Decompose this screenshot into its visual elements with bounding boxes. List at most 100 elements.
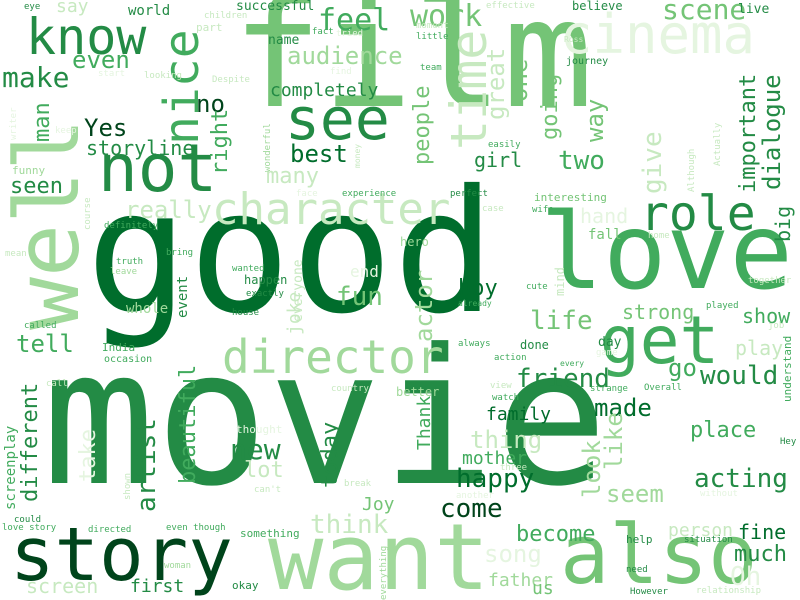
word-want: want	[268, 504, 490, 600]
word-strong: strong	[622, 300, 695, 324]
word-would: would	[700, 361, 779, 391]
word-father: father	[488, 570, 554, 591]
word-well: well	[0, 118, 99, 330]
word-perfect: perfect	[450, 189, 488, 199]
word-country: country	[331, 384, 369, 394]
word-actually: Actually	[713, 122, 723, 166]
word-yes: Yes	[84, 114, 128, 142]
word-live: live	[738, 2, 770, 17]
word-even: even	[72, 46, 130, 74]
word-start: start	[98, 69, 126, 79]
word-scene: scene	[662, 0, 747, 26]
word-completely: completely	[270, 80, 379, 101]
word-show: show	[742, 304, 791, 328]
word-break: break	[344, 479, 372, 489]
word-journey: journey	[566, 56, 609, 67]
word-done: done	[520, 338, 549, 352]
word-job: job	[768, 321, 785, 331]
word-important: important	[736, 73, 761, 193]
word-experience: experience	[342, 189, 397, 199]
word-boy: boy	[458, 276, 498, 301]
word-whole: whole	[126, 301, 169, 317]
word-play: play	[735, 336, 784, 360]
word-little: little	[416, 32, 449, 42]
word-team: team	[420, 63, 442, 73]
word-many: many	[266, 164, 319, 189]
word-director: director	[222, 330, 444, 384]
word-house: house	[232, 308, 260, 318]
word-ross: Ross	[564, 35, 584, 44]
word-interesting: interesting	[534, 191, 607, 204]
word-every: every	[560, 359, 585, 368]
word-fall: fall	[588, 227, 622, 243]
word-life: life	[530, 306, 593, 336]
word-better: better	[396, 385, 440, 399]
word-okay: okay	[232, 579, 259, 592]
word-good: good	[86, 154, 496, 352]
word-fun: fun	[336, 282, 383, 312]
word-exactly: exactly	[246, 289, 284, 299]
word-hey: Hey	[780, 437, 797, 447]
word-seen: seen	[10, 174, 63, 199]
word-happy: happy	[456, 464, 535, 494]
word-storyline: storyline	[86, 136, 195, 160]
word-understand: understand	[781, 335, 794, 402]
word-right: right	[208, 108, 233, 175]
word-however: However	[630, 587, 668, 597]
word-people: people	[410, 85, 435, 165]
word-everything: everything	[379, 545, 389, 600]
word-tried: tried	[336, 29, 364, 39]
word-make: make	[2, 61, 70, 94]
word-us: us	[532, 578, 554, 599]
word-despite: Despite	[212, 75, 250, 85]
word-go: go	[668, 354, 697, 382]
word-going: going	[538, 73, 563, 140]
word-new: new	[230, 433, 281, 466]
word-acting: acting	[694, 464, 788, 494]
word-course: course	[83, 197, 93, 230]
word-no: no	[196, 90, 225, 118]
word-case: case	[482, 204, 504, 214]
word-actor: actor	[410, 269, 438, 342]
word-another: another	[456, 491, 494, 501]
word-money: money	[353, 143, 362, 168]
word-feel: feel	[318, 3, 391, 38]
word-always: always	[458, 339, 491, 349]
word-effective: effective	[486, 1, 535, 11]
word-like: like	[600, 412, 628, 470]
word-relationship: relationship	[696, 586, 762, 596]
word-believe: believe	[572, 0, 623, 13]
word-occasion: occasion	[104, 354, 153, 365]
word-character: character	[212, 184, 451, 235]
word-person: person	[668, 520, 734, 541]
word-eye: eye	[24, 2, 41, 12]
word-hero: hero	[400, 235, 429, 249]
word-could: could	[14, 515, 42, 525]
word-not: not	[98, 130, 218, 207]
word-way: way	[581, 98, 609, 142]
word-wonderful: wonderful	[263, 123, 273, 172]
word-give: give	[638, 131, 668, 194]
word-film: film	[232, 0, 594, 142]
word-keep: keep	[55, 126, 77, 136]
word-although: Although	[687, 148, 697, 192]
word-joy: Joy	[362, 494, 395, 515]
word-india: India	[102, 341, 136, 354]
word-song: song	[484, 540, 542, 568]
word-world: world	[128, 3, 171, 19]
word-dialogue: dialogue	[758, 74, 786, 190]
word-first: first	[130, 576, 185, 597]
word-thought: thought	[236, 423, 283, 436]
word-thing: thing	[470, 426, 543, 454]
word-best: best	[290, 140, 348, 168]
word-mother: mother	[462, 448, 528, 469]
word-three: three	[500, 463, 528, 473]
word-also: also	[560, 508, 758, 600]
word-happen: happen	[244, 273, 288, 287]
word-moment: moment	[416, 21, 449, 31]
word-family: family	[486, 404, 552, 425]
word-game: game	[596, 348, 618, 358]
word-lot: lot	[244, 458, 284, 483]
word-become: become	[516, 522, 596, 547]
